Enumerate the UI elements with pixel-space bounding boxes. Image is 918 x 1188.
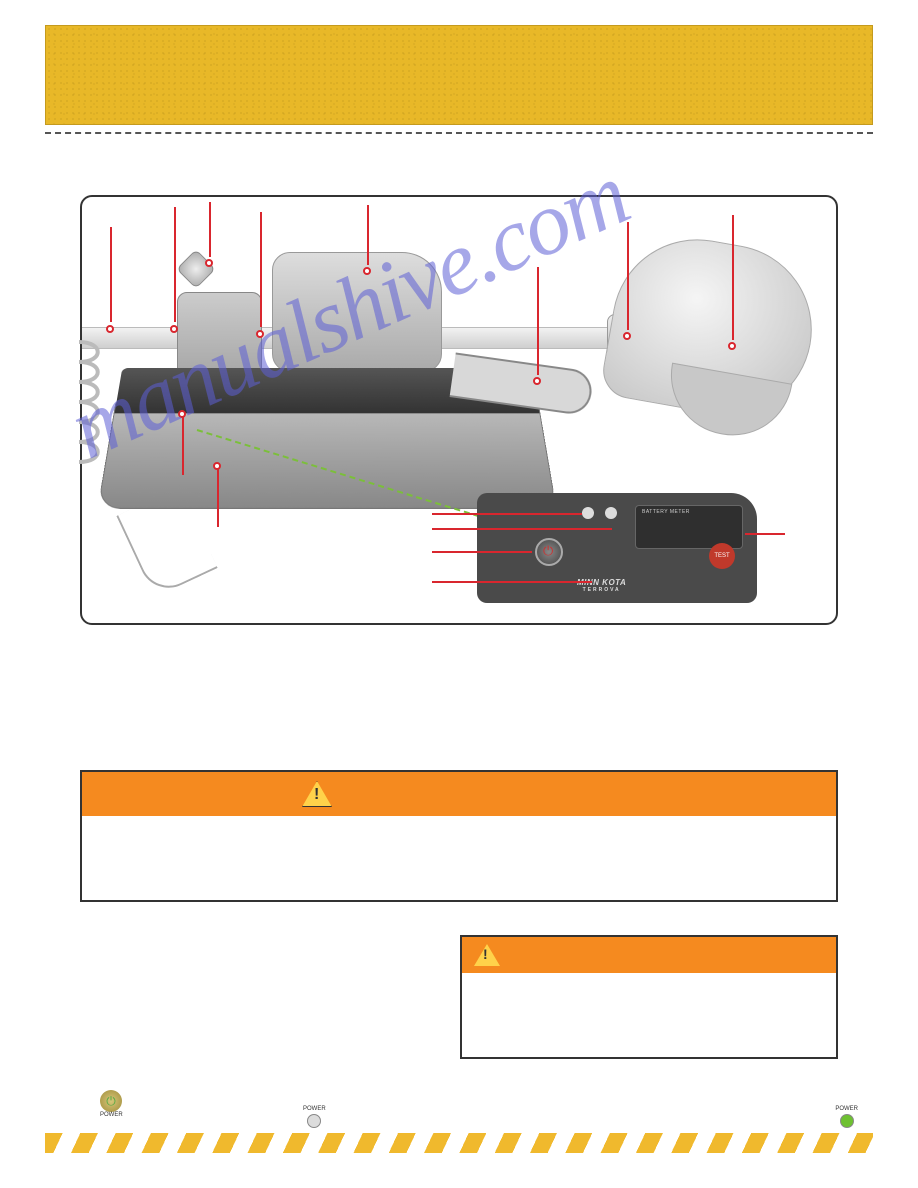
led-on-icon: [840, 1114, 854, 1128]
leader-line: [745, 533, 785, 535]
coil-cord: [74, 337, 134, 487]
leader-line: [174, 207, 176, 322]
leader-line: [260, 212, 262, 327]
control-head: [599, 226, 825, 428]
leader-line: [627, 222, 629, 330]
leader-line: [110, 227, 112, 322]
brand-line2: TERROVA: [577, 587, 626, 593]
test-button[interactable]: TEST: [709, 543, 735, 569]
leader-line: [732, 215, 734, 340]
warning-icon: [474, 944, 500, 966]
leader-line: [432, 513, 582, 515]
control-panel-inset: TEST MINN KOTA TERROVA: [477, 493, 757, 603]
led-off-icon: [307, 1114, 321, 1128]
header-banner: [45, 25, 873, 125]
leader-line: [432, 581, 592, 583]
product-illustration: TEST MINN KOTA TERROVA: [82, 197, 836, 623]
leader-line: [432, 528, 612, 530]
leader-dot: [178, 410, 186, 418]
warning-icon: [302, 781, 332, 807]
battery-meter: [635, 505, 743, 549]
leader-line: [182, 415, 184, 475]
power-icon-label: POWER: [100, 1112, 123, 1118]
leader-dot: [363, 267, 371, 275]
led-on-group: POWER: [835, 1106, 858, 1128]
hazard-stripe: [45, 1133, 873, 1153]
leader-line: [537, 267, 539, 375]
power-icon: ⏻: [100, 1090, 122, 1112]
product-diagram: TEST MINN KOTA TERROVA: [80, 195, 838, 625]
led-off-label: POWER: [303, 1106, 326, 1112]
led-indicator: [582, 507, 594, 519]
warning-secondary-bar: [460, 935, 838, 973]
leader-line: [367, 205, 369, 265]
leader-line: [209, 202, 211, 257]
leader-dot: [213, 462, 221, 470]
led-on-label: POWER: [835, 1106, 858, 1112]
header-dashed-rule: [45, 132, 873, 134]
leader-line: [217, 467, 219, 527]
power-icon-group: ⏻ POWER: [100, 1090, 123, 1118]
leader-dot: [728, 342, 736, 350]
leader-dot: [623, 332, 631, 340]
leader-dot: [170, 325, 178, 333]
leader-dot: [256, 330, 264, 338]
steering-housing: [272, 252, 442, 372]
leader-line: [432, 551, 532, 553]
warning-primary-body: [80, 816, 838, 902]
leader-dot: [533, 377, 541, 385]
leader-dot: [205, 259, 213, 267]
led-off-group: POWER: [303, 1106, 326, 1128]
warning-secondary-body: [460, 973, 838, 1059]
leader-dot: [106, 325, 114, 333]
power-button[interactable]: [535, 538, 563, 566]
warning-primary-bar: [80, 770, 838, 816]
led-indicator: [605, 507, 617, 519]
